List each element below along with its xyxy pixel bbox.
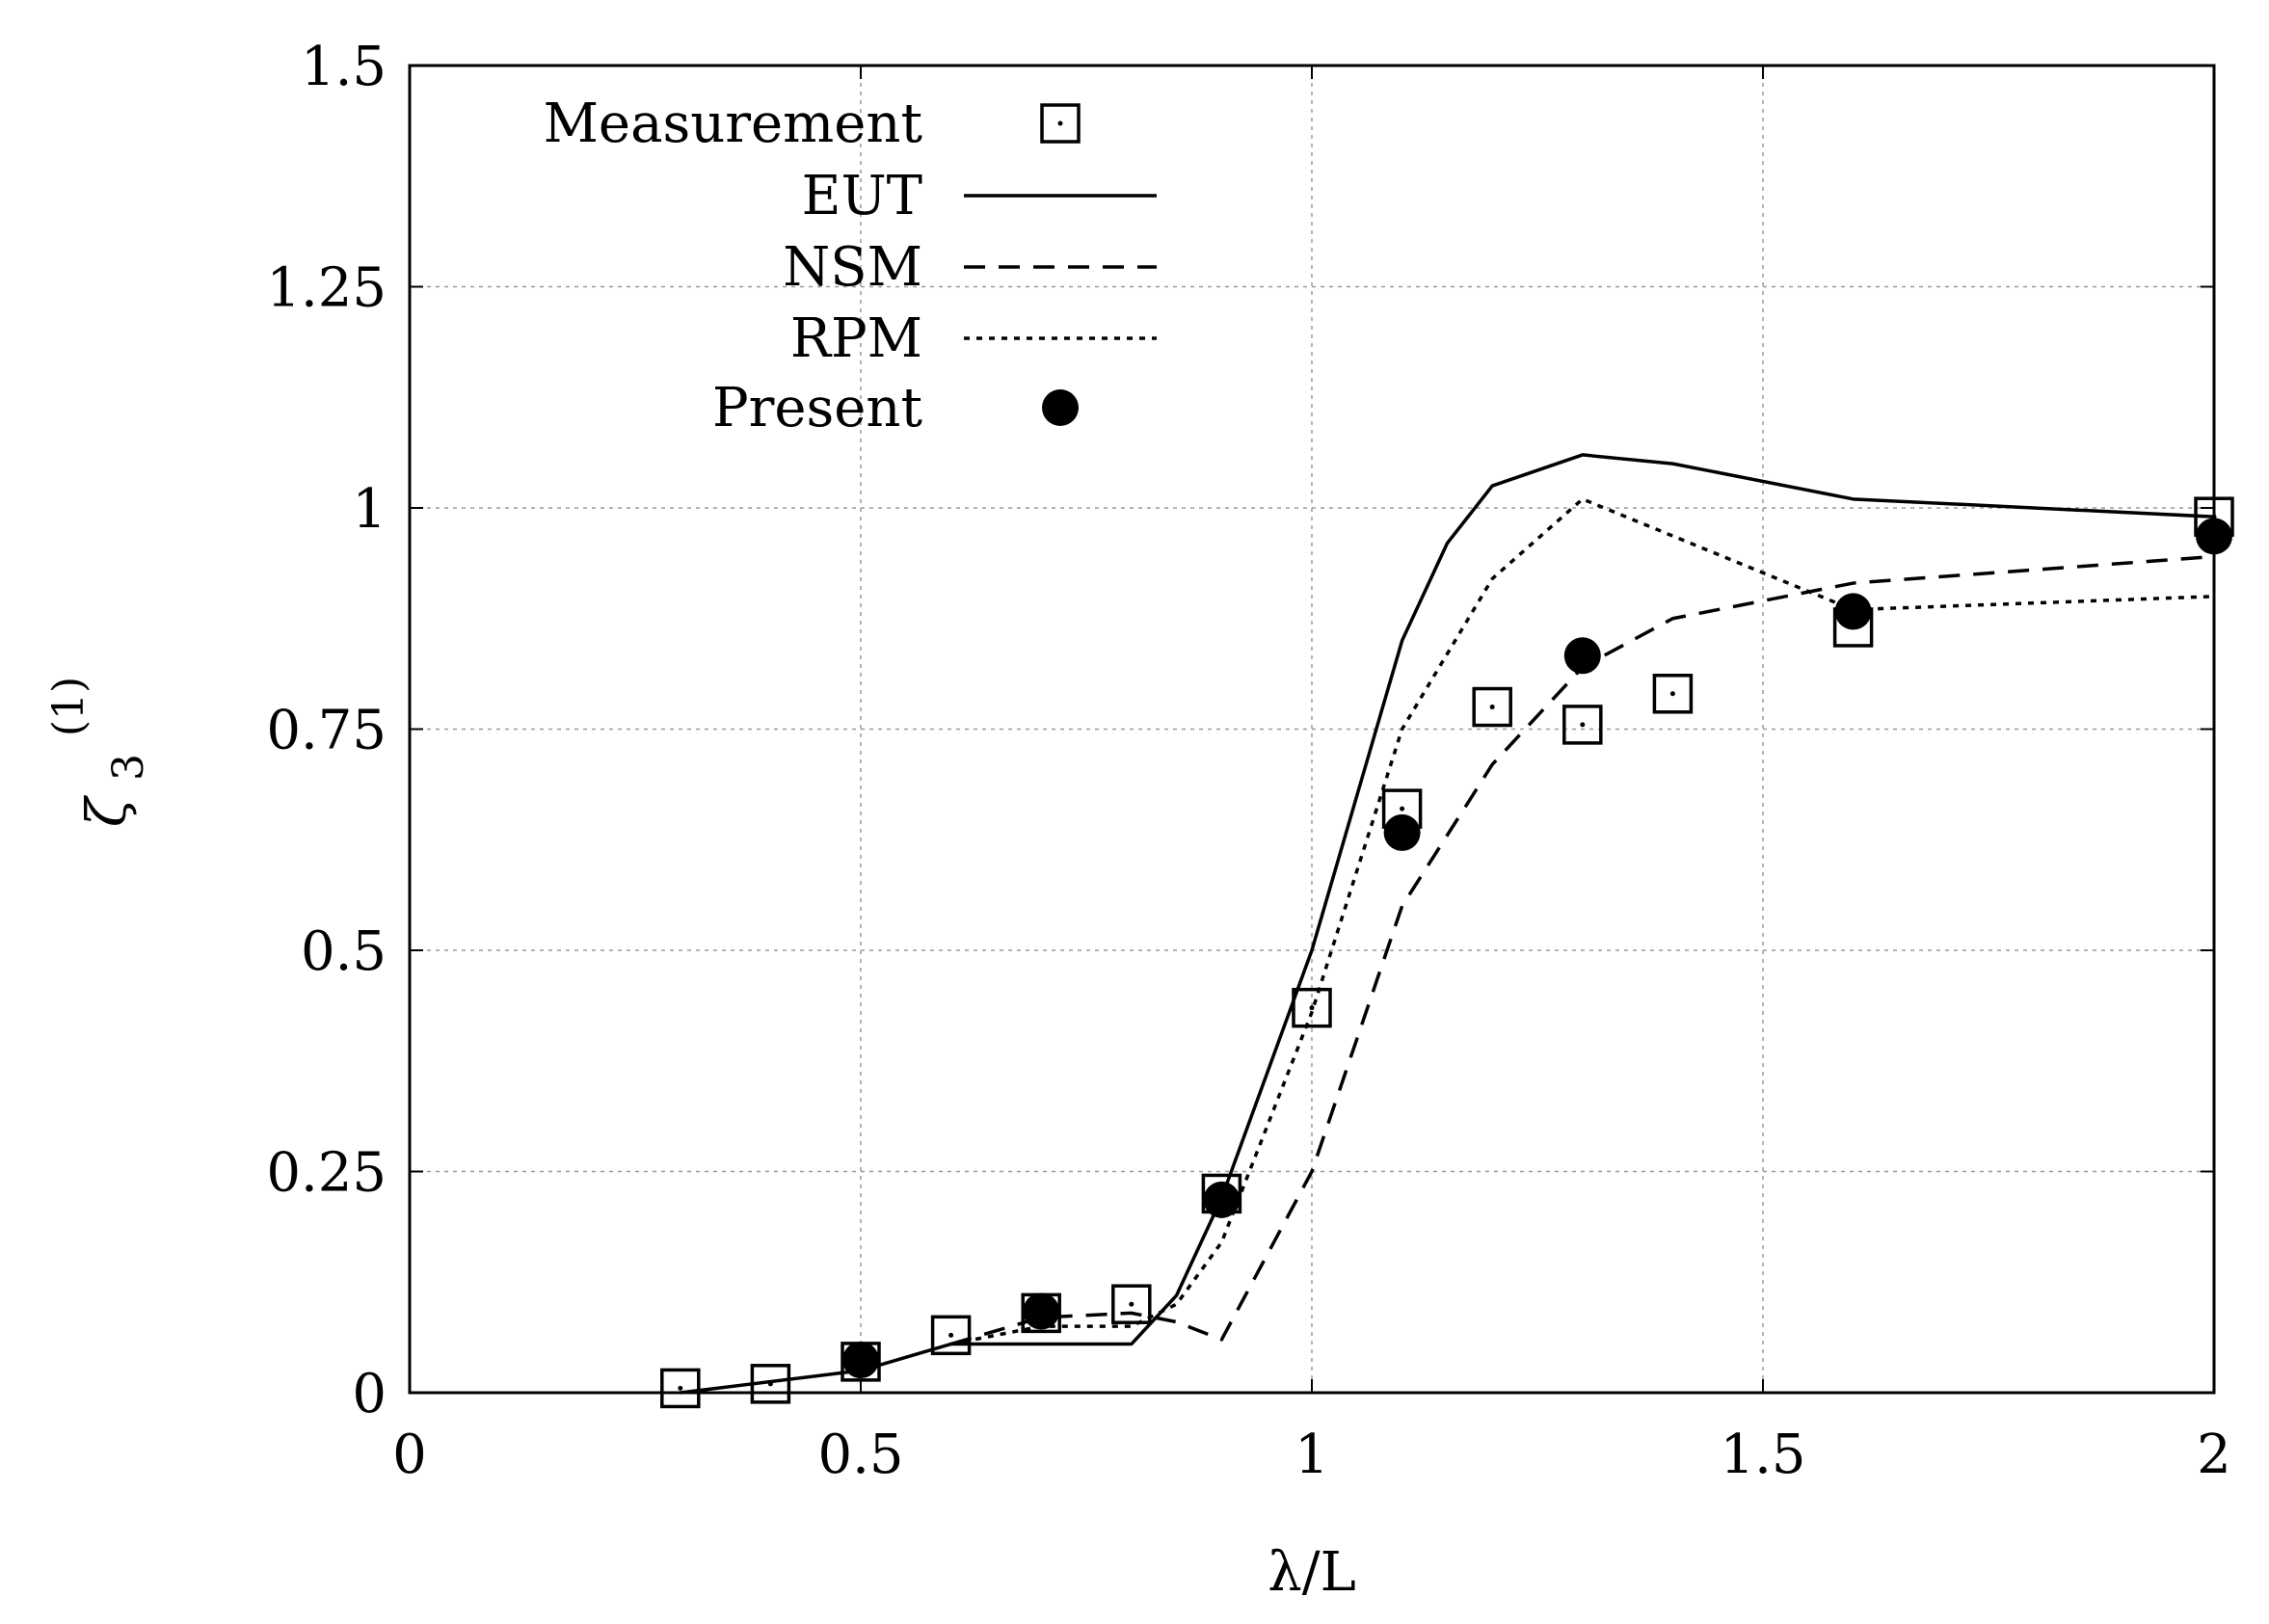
y-tick-label: 1 [352,478,387,541]
y-tick-label: 0.75 [266,700,387,762]
series-present [842,518,2232,1379]
axis-ticks: 0 0.5 1 1.5 2 0 0.25 0.5 0.75 1 1.25 1.5 [266,36,2231,1486]
legend-sample-present [1042,389,1079,426]
x-tick-label: 2 [2197,1424,2231,1486]
legend-label-nsm: NSM [783,236,922,299]
measurement-point [1292,987,1332,1028]
x-axis-title: λ/L [1268,1541,1356,1604]
legend-item-measurement: Measurement [544,93,1081,155]
y-axis-title: ζ 3 (1) [44,677,156,827]
present-point [1023,1292,1060,1330]
legend-label-measurement: Measurement [544,93,923,155]
x-tick-label: 1 [1295,1424,1329,1486]
present-point [1203,1181,1241,1218]
nsm-line [950,554,2215,1346]
measurement-point [1652,674,1694,714]
present-point [1834,593,1872,630]
legend-item-present: Present [712,377,1079,439]
measurement-point [1472,686,1512,728]
legend: Measurement EUT NSM RPM Present [544,93,1157,439]
y-tick-label: 1.25 [266,257,387,320]
legend-item-nsm: NSM [783,236,1157,299]
y-tick-label: 1.5 [301,36,387,98]
series-rpm [950,497,2215,1346]
x-tick-label: 0.5 [817,1424,903,1486]
measurement-point [750,1364,791,1404]
x-tick-label: 1.5 [1720,1424,1805,1486]
y-axis-title-base: ζ [76,794,139,827]
y-tick-label: 0.25 [266,1142,387,1205]
y-axis-title-superscript: (1) [44,677,93,736]
measurement-point [660,1368,701,1409]
legend-label-eut: EUT [802,165,922,227]
measurement-point [1562,705,1603,745]
series-eut [680,453,2215,1395]
eut-line [680,453,2215,1395]
measurement-point [1111,1284,1152,1324]
x-tick-label: 0 [392,1424,427,1486]
measurement-point [930,1315,972,1356]
legend-label-present: Present [712,377,923,439]
legend-label-rpm: RPM [790,307,922,370]
legend-item-eut: EUT [802,165,1157,227]
legend-sample-measurement [1040,103,1081,144]
plot-series [660,453,2234,1409]
svg-text:ζ 3 (1): ζ 3 (1) [44,677,156,827]
y-axis-title-subscript: 3 [104,754,153,781]
y-tick-label: 0.5 [301,920,387,983]
present-point [842,1342,879,1379]
series-nsm [950,554,2215,1346]
present-point [1383,813,1421,851]
y-tick-label: 0 [352,1363,387,1425]
rpm-line [950,497,2215,1346]
present-point [1563,637,1601,675]
legend-item-rpm: RPM [790,307,1157,370]
